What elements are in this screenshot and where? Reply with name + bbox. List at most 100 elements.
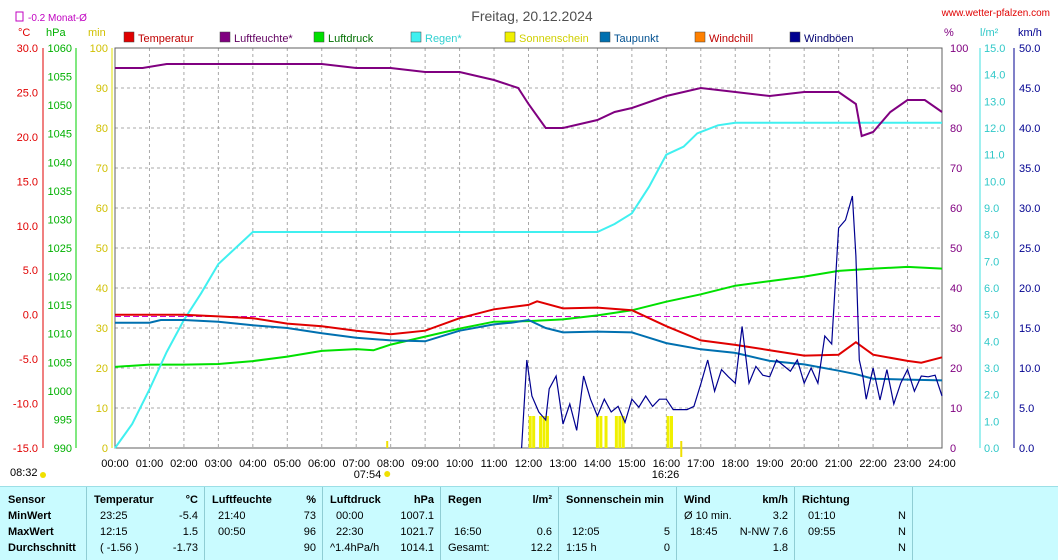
wind-tick-label: 40.0 [1019, 123, 1040, 135]
rain-tick-label: 9.0 [984, 203, 999, 215]
time-tick-label: 10:00 [446, 458, 474, 470]
time-tick-label: 18:00 [721, 458, 749, 470]
hpa-tick-label: 1055 [48, 72, 72, 84]
wind-tick-label: 10.0 [1019, 363, 1040, 375]
row-label-min: MinWert [8, 510, 52, 522]
time-tick-label: 06:00 [308, 458, 336, 470]
temp-avg-time: ( -1.56 ) [100, 542, 139, 554]
chart-title: Freitag, 20.12.2024 [471, 8, 593, 24]
sun-max-time: 12:05 [572, 526, 600, 538]
sun-avg-value: 0 [663, 542, 670, 554]
header-temp-unit: °C [185, 494, 198, 506]
sunshine-bar [595, 416, 599, 448]
hum-max-time: 00:50 [218, 526, 246, 538]
time-tick-label: 03:00 [205, 458, 233, 470]
dir-min-value: N [898, 510, 906, 522]
pct-tick-label: 50 [950, 243, 962, 255]
legend-label: Windchill [709, 33, 753, 45]
col-pressure: Luftdruck hPa 00:00 1007.1 22:30 1021.7 … [322, 487, 441, 560]
pct-tick-label: 100 [950, 43, 968, 55]
wind-max-time: 18:45 [690, 526, 718, 538]
hpa-tick-label: 1015 [48, 300, 72, 312]
temp-tick-label: 25.0 [17, 87, 38, 99]
dir-min-time: 01:10 [808, 510, 836, 522]
header-rain: Regen [448, 494, 482, 506]
series-line-windben [521, 195, 943, 449]
header-dir: Richtung [802, 494, 850, 506]
legend-swatch [219, 31, 231, 43]
press-max-value: 1021.7 [400, 526, 434, 538]
hpa-tick-label: 1020 [48, 272, 72, 284]
wind-tick-label: 50.0 [1019, 43, 1040, 55]
hpa-tick-label: 1000 [48, 386, 72, 398]
time-tick-label: 02:00 [170, 458, 198, 470]
legend-label: Sonnenschein [519, 33, 589, 45]
press-max-time: 22:30 [336, 526, 364, 538]
row-label-max: MaxWert [8, 526, 54, 538]
header-wind-unit: km/h [762, 494, 788, 506]
unit-min: min [88, 27, 106, 39]
hpa-tick-label: 1005 [48, 357, 72, 369]
time-tick-label: 01:00 [136, 458, 164, 470]
legend-label: Windböen [804, 33, 854, 45]
header-hum: Luftfeuchte [212, 494, 272, 506]
hpa-tick-label: 1050 [48, 100, 72, 112]
rain-tick-label: 11.0 [984, 150, 1005, 162]
series-line-luftfeuchte [115, 63, 943, 138]
rain-tick-label: 15.0 [984, 43, 1005, 55]
time-tick-label: 14:00 [584, 458, 612, 470]
hpa-tick-label: 1040 [48, 157, 72, 169]
header-sun: Sonnenschein min [566, 494, 664, 506]
min-tick-label: 20 [96, 363, 108, 375]
time-tick-label: 09:00 [411, 458, 439, 470]
sunshine-bar [545, 416, 549, 448]
wind-max-value: N-NW 7.6 [739, 526, 788, 538]
rain-tick-label: 8.0 [984, 230, 999, 242]
wind-tick-label: 15.0 [1019, 323, 1040, 335]
series-line-temperatur [115, 300, 943, 364]
unit-hpa: hPa [46, 27, 66, 39]
col-temperature: Temperatur °C 23:25 -5.4 12:15 1.5 ( -1.… [86, 487, 205, 560]
temp-avg-value: -1.73 [172, 542, 198, 554]
min-tick-label: 70 [96, 163, 108, 175]
weather-chart: 30.0 25.0 20.0 15.0 10.0 5.0 0.0 -5.0 -10.0 -15.0… [13, 8, 1050, 481]
sunshine-bar [670, 416, 674, 448]
time-tick-label: 04:00 [239, 458, 267, 470]
unit-rain: l/m² [980, 27, 999, 39]
daylength-sun-icon [40, 472, 46, 478]
legend-swatch [123, 31, 135, 43]
sun-total: 1:15 h [566, 542, 597, 554]
legend-label: Temperatur [138, 33, 194, 45]
wind-tick-label: 20.0 [1019, 283, 1040, 295]
hpa-tick-label: 1030 [48, 214, 72, 226]
avg-marker-icon [15, 11, 24, 22]
col-sensor: Sensor MinWert MaxWert Durchschnitt [0, 487, 87, 560]
min-tick-label: 80 [96, 123, 108, 135]
rain-tick-label: 0.0 [984, 443, 999, 455]
header-press-unit: hPa [413, 494, 434, 506]
hpa-tick-label: 1035 [48, 186, 72, 198]
sunshine-bar [532, 416, 536, 448]
rain-tick-label: 10.0 [984, 176, 1005, 188]
temp-tick-label: -5.0 [19, 354, 38, 366]
time-tick-label: 19:00 [756, 458, 784, 470]
time-tick-label: 12:00 [515, 458, 543, 470]
sunshine-bar [599, 416, 603, 448]
header-wind: Wind [684, 494, 711, 506]
dir-max-value: N [898, 526, 906, 538]
hum-max-value: 96 [303, 526, 316, 538]
pct-tick-label: 70 [950, 163, 962, 175]
series-line-regen [114, 121, 942, 449]
series-line-luftdruck [114, 265, 943, 368]
pct-tick-label: 30 [950, 323, 962, 335]
daylength-label: 08:32 [10, 467, 38, 479]
time-tick-label: 00:00 [101, 458, 129, 470]
unit-temp: °C [18, 27, 30, 39]
min-tick-label: 10 [96, 403, 108, 415]
rain-tick-label: 3.0 [984, 363, 999, 375]
time-tick-label: 21:00 [825, 458, 853, 470]
time-tick-label: 16:00 [653, 458, 681, 470]
temp-tick-label: 20.0 [17, 132, 38, 144]
header-rain-unit: l/m² [532, 494, 552, 506]
time-tick-label: 23:00 [894, 458, 922, 470]
